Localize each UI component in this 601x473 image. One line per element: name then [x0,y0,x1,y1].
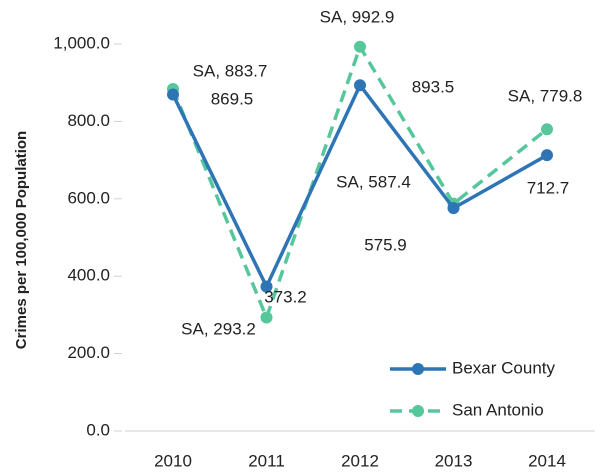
data-label: 712.7 [527,178,570,197]
y-tick-label: 800.0 [67,111,110,130]
data-label: SA, 293.2 [181,319,256,338]
data-label: 893.5 [412,77,455,96]
legend-label: Bexar County [452,358,555,377]
legend-marker [412,405,424,417]
data-label: 869.5 [211,89,254,108]
data-label: SA, 779.8 [508,86,583,105]
data-label: SA, 587.4 [336,172,411,191]
y-tick-label: 400.0 [67,266,110,285]
marker [541,149,553,162]
marker [260,311,273,324]
legend-label: San Antonio [452,400,544,419]
data-label: 373.2 [264,287,307,306]
y-tick-label: 1,000.0 [53,33,110,52]
y-tick-label: 200.0 [67,343,110,362]
marker [447,202,460,215]
legend-marker [412,363,424,375]
x-tick-label: 2013 [435,451,473,470]
x-tick-label: 2014 [528,451,566,470]
marker [354,79,366,92]
marker [167,88,179,101]
x-tick-label: 2011 [248,451,285,470]
data-label: SA, 992.9 [320,7,395,26]
data-label: 575.9 [364,235,407,254]
y-tick-label: 600.0 [67,188,110,207]
marker [541,123,553,136]
marker [260,280,273,293]
y-tick-label: 0.0 [86,420,110,439]
y-axis-title: Crimes per 100,000 Population [13,131,30,349]
marker [354,40,366,53]
x-tick-label: 2010 [154,451,192,470]
x-tick-label: 2012 [341,451,379,470]
data-label: SA, 883.7 [193,61,268,80]
